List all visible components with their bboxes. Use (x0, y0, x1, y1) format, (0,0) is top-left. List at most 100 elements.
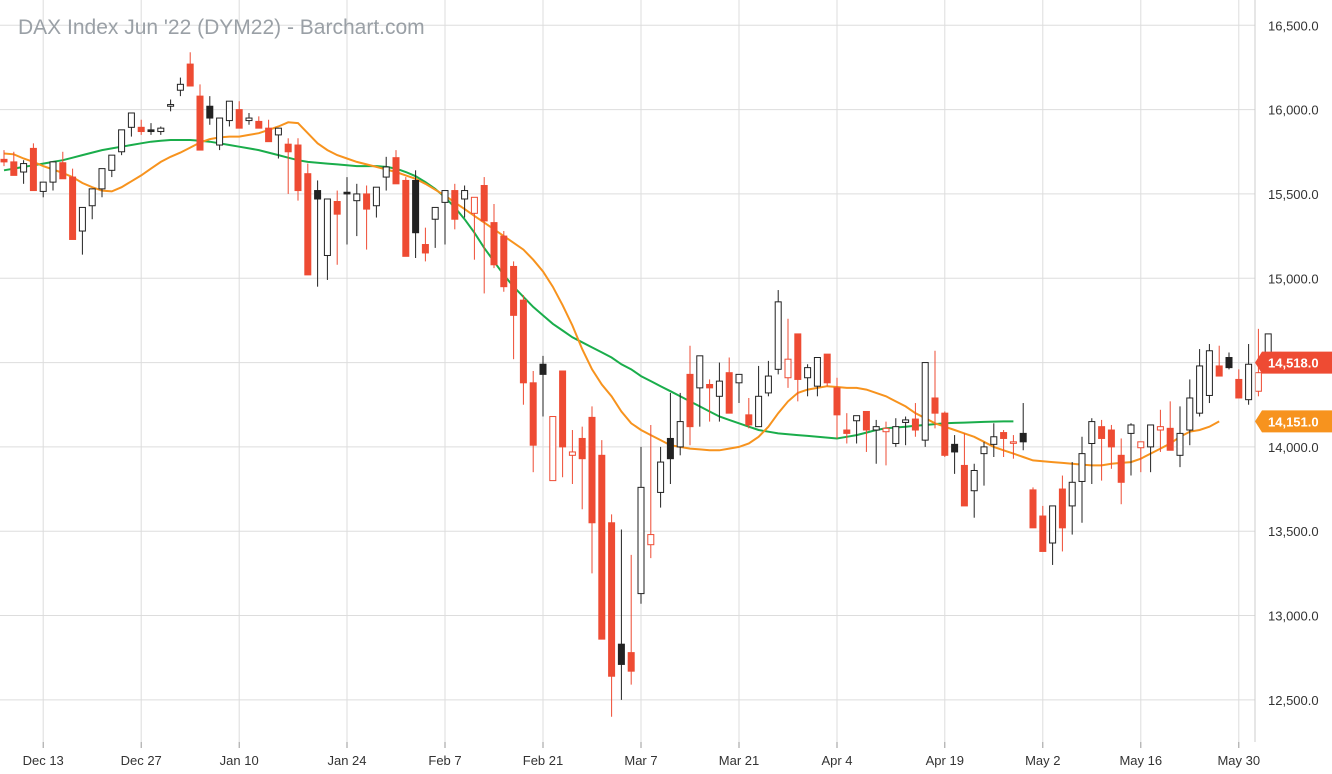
candle (853, 415, 861, 444)
candle (294, 138, 302, 201)
candle (461, 185, 469, 218)
candle-body (108, 154, 116, 171)
candle-body (441, 190, 449, 203)
candle (941, 411, 949, 458)
candle (1068, 462, 1076, 535)
candle-body (1176, 432, 1184, 456)
candle-body (911, 418, 919, 431)
candle (20, 160, 28, 184)
candle (1196, 349, 1204, 417)
chart-title: DAX Index Jun '22 (DYM22) - Barchart.com (18, 16, 425, 39)
candle (843, 413, 851, 444)
candle (39, 181, 47, 198)
candle (353, 183, 361, 237)
candle (686, 345, 694, 446)
x-tick-label: Jan 10 (220, 753, 259, 768)
candle (1147, 424, 1155, 473)
candle (921, 362, 929, 447)
candle-body (970, 469, 978, 492)
last-price-badge-bg (1255, 351, 1332, 374)
candle-body (559, 370, 567, 448)
candle (696, 355, 704, 427)
candle-body (314, 190, 322, 200)
candle-body (304, 173, 312, 276)
candle (529, 371, 537, 473)
candle-body (235, 109, 243, 129)
candle-body (294, 144, 302, 192)
price-badges: 14,518.0 14,151.0 (1255, 351, 1332, 433)
candle-body (1205, 350, 1213, 396)
candle-body (960, 464, 968, 507)
candle-body (1235, 378, 1243, 399)
candle-body (627, 652, 635, 672)
candle (657, 446, 665, 508)
candle (794, 333, 802, 402)
candle-body (745, 414, 753, 426)
candle-body (608, 522, 616, 677)
x-tick-label: Dec 27 (121, 753, 162, 768)
candle (1176, 406, 1184, 468)
candle (333, 190, 341, 265)
candle (284, 138, 292, 194)
candle-body (118, 129, 126, 153)
candle-body (539, 363, 547, 375)
y-tick-label: 16,000.0 (1268, 103, 1319, 118)
candle-body (1245, 363, 1253, 401)
candle (951, 435, 959, 474)
candle (764, 360, 772, 397)
y-tick-label: 13,000.0 (1268, 609, 1319, 624)
candle-body (1127, 424, 1135, 434)
candle-body (451, 190, 459, 220)
x-tick-label: Apr 19 (926, 753, 964, 768)
x-tick-label: May 16 (1119, 753, 1162, 768)
candle (1078, 436, 1086, 523)
candle-body (255, 120, 263, 129)
candle (441, 190, 449, 245)
candle (1009, 435, 1017, 459)
candle (1245, 344, 1253, 405)
candle (225, 100, 233, 127)
candle-body (147, 129, 155, 133)
candle (1156, 409, 1164, 452)
candle-body (696, 355, 704, 389)
candle-body (1147, 424, 1155, 448)
candle-body (1098, 426, 1106, 439)
candle-body (1009, 441, 1017, 444)
candle-body (951, 443, 959, 453)
candle (1186, 379, 1194, 446)
y-tick-label: 16,500.0 (1268, 18, 1319, 33)
candle (725, 357, 733, 414)
candle (990, 423, 998, 458)
candle (196, 84, 204, 151)
candle-body (1215, 365, 1223, 377)
last-price-label: 14,518.0 (1268, 356, 1319, 371)
candle-body (882, 427, 890, 433)
candle (549, 416, 557, 482)
candle-body (725, 372, 733, 414)
candle-body (265, 127, 273, 143)
x-tick-label: May 30 (1217, 753, 1260, 768)
candle (470, 196, 478, 260)
candle (176, 77, 184, 97)
candle-body (1078, 453, 1086, 482)
candle-body (637, 486, 645, 595)
candle (872, 419, 880, 464)
candle (78, 206, 86, 255)
candle-body (343, 191, 351, 195)
candle-body (755, 395, 763, 428)
candle-body (578, 437, 586, 460)
candle-body (382, 166, 390, 178)
candle-body (490, 222, 498, 266)
candle (706, 379, 714, 422)
candle-body (1068, 481, 1076, 507)
candle-body (323, 198, 331, 256)
candle-body (706, 383, 714, 389)
candle-body (617, 643, 625, 665)
candle (510, 261, 518, 360)
candle (372, 186, 380, 218)
candle (402, 177, 410, 257)
y-tick-label: 14,000.0 (1268, 440, 1319, 455)
candle-body (519, 299, 527, 384)
candle-body (647, 534, 655, 546)
